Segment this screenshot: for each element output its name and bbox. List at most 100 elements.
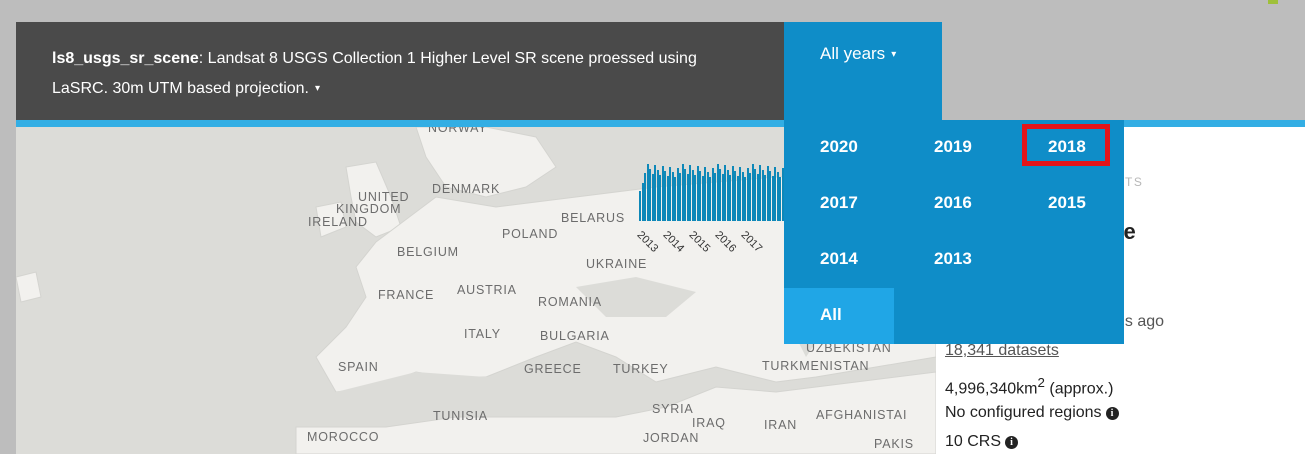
- map-label-norway: NORWAY: [428, 127, 488, 135]
- histogram-bar: [706, 172, 709, 221]
- histogram-bar: [691, 170, 694, 221]
- histogram-bar: [729, 175, 732, 221]
- map-label-ireland: IRELAND: [308, 215, 368, 229]
- map-label-bulgaria: BULGARIA: [540, 329, 610, 343]
- histogram-bar: [656, 170, 659, 221]
- chevron-down-icon: ▾: [891, 49, 897, 60]
- map-label-united-kingdom: UNITED: [358, 190, 410, 204]
- product-description[interactable]: ls8_usgs_sr_scene: Landsat 8 USGS Collec…: [52, 44, 752, 104]
- histogram-bar: [671, 172, 674, 221]
- year-option-2019[interactable]: 2019: [934, 137, 972, 156]
- histogram-bar: [684, 169, 687, 221]
- histogram-bar: [709, 177, 712, 221]
- map-label-jordan: JORDAN: [643, 431, 700, 445]
- map-label-france: FRANCE: [378, 288, 435, 302]
- histogram-bar: [704, 167, 707, 221]
- histogram-bar: [681, 164, 684, 221]
- histogram-bar: [739, 167, 742, 221]
- histogram-bar: [666, 176, 669, 221]
- map-label-morocco: MOROCCO: [307, 430, 380, 444]
- year-option-2017[interactable]: 2017: [820, 193, 858, 212]
- histogram-bar: [679, 173, 682, 221]
- histogram-bar: [696, 166, 699, 221]
- histogram-bar: [641, 183, 644, 221]
- histogram-bar: [759, 165, 762, 221]
- corner-mark: [1268, 0, 1278, 4]
- histogram-bar: [674, 177, 677, 221]
- histogram-bar: [776, 172, 779, 221]
- map-label-poland: POLAND: [502, 227, 559, 241]
- year-option-2020[interactable]: 2020: [820, 137, 858, 156]
- map-label-belgium: BELGIUM: [397, 245, 459, 259]
- histogram-bar: [741, 172, 744, 221]
- crs-label: 10 CRS: [945, 433, 1002, 450]
- histogram-bar: [764, 175, 767, 221]
- histogram-bar: [664, 171, 667, 221]
- histogram-bar: [761, 170, 764, 221]
- map-label-ukraine: UKRAINE: [586, 257, 648, 271]
- histogram-bar: [721, 174, 724, 221]
- year-selector-button[interactable]: All years ▾: [784, 22, 942, 120]
- year-option-2013[interactable]: 2013: [934, 249, 972, 268]
- map-label-iraq: IRAQ: [692, 416, 726, 430]
- histogram-bar: [701, 176, 704, 221]
- histogram-bar: [726, 170, 729, 221]
- selection-highlight: [1022, 124, 1110, 166]
- histogram-bar: [699, 171, 702, 221]
- product-description-text: : Landsat 8 USGS Collection 1 Higher Lev…: [52, 50, 697, 97]
- map-label-belarus: BELARUS: [561, 211, 625, 225]
- map-label-united-kingdom-2: KINGDOM: [336, 202, 402, 216]
- year-option-2014[interactable]: 2014: [820, 249, 858, 268]
- map-label-syria: SYRIA: [652, 402, 694, 416]
- histogram-bar: [644, 173, 647, 221]
- histogram-bar: [661, 166, 664, 221]
- histogram-bar: [779, 177, 782, 221]
- regions-text: No configured regions i: [945, 404, 1119, 422]
- histogram-bar: [639, 191, 642, 221]
- map-label-italy: ITALY: [464, 327, 501, 341]
- map-label-denmark: DENMARK: [432, 182, 501, 196]
- product-header: ls8_usgs_sr_scene: Landsat 8 USGS Collec…: [16, 22, 784, 120]
- histogram-bar: [754, 169, 757, 221]
- year-selector-label: All years: [820, 44, 886, 63]
- info-icon[interactable]: i: [1005, 436, 1019, 449]
- histogram-bar: [724, 165, 727, 221]
- area-suffix: (approx.): [1044, 380, 1114, 398]
- histogram-bar: [756, 174, 759, 221]
- year-option-2018[interactable]: 2018: [1048, 137, 1086, 156]
- accent-line: [16, 120, 1305, 127]
- map-label-turkey: TURKEY: [613, 362, 669, 376]
- map-label-austria: AUSTRIA: [457, 283, 517, 297]
- last-updated-text: ns ago: [1116, 313, 1165, 330]
- histogram-bar: [769, 171, 772, 221]
- histogram-bar: [716, 164, 719, 221]
- datasets-link[interactable]: 18,341 datasets: [945, 342, 1059, 359]
- histogram-bar: [746, 168, 749, 221]
- crs-text: 10 CRS i: [945, 433, 1019, 451]
- map-label-greece: GREECE: [524, 362, 582, 376]
- histogram-bar: [771, 176, 774, 221]
- dataset-histogram[interactable]: 2013 2014 2015 2016 2017: [635, 157, 789, 255]
- year-option-2016[interactable]: 2016: [934, 193, 972, 212]
- year-option-all[interactable]: All: [784, 288, 894, 344]
- histogram-bar: [736, 176, 739, 221]
- area-value: 4,996,340km: [945, 380, 1038, 398]
- area-text: 4,996,340km2 (approx.): [945, 375, 1113, 398]
- histogram-bar: [781, 168, 784, 221]
- histogram-bar: [654, 165, 657, 221]
- histogram-bar: [694, 175, 697, 221]
- histogram-bar: [676, 168, 679, 221]
- area-superscript: 2: [1037, 375, 1045, 390]
- map-label-spain: SPAIN: [338, 360, 379, 374]
- histogram-bar: [719, 169, 722, 221]
- year-option-2015[interactable]: 2015: [1048, 193, 1086, 212]
- info-icon[interactable]: i: [1105, 407, 1119, 420]
- chevron-down-icon: ▾: [315, 83, 321, 94]
- map-label-afghanistan: AFGHANISTAI: [816, 408, 908, 422]
- histogram-bar: [686, 174, 689, 221]
- histogram-bar: [689, 165, 692, 221]
- map-label-pakistan: PAKIS: [874, 437, 914, 451]
- histogram-bar: [651, 174, 654, 221]
- histogram-bars: [639, 157, 789, 221]
- histogram-bar: [751, 164, 754, 221]
